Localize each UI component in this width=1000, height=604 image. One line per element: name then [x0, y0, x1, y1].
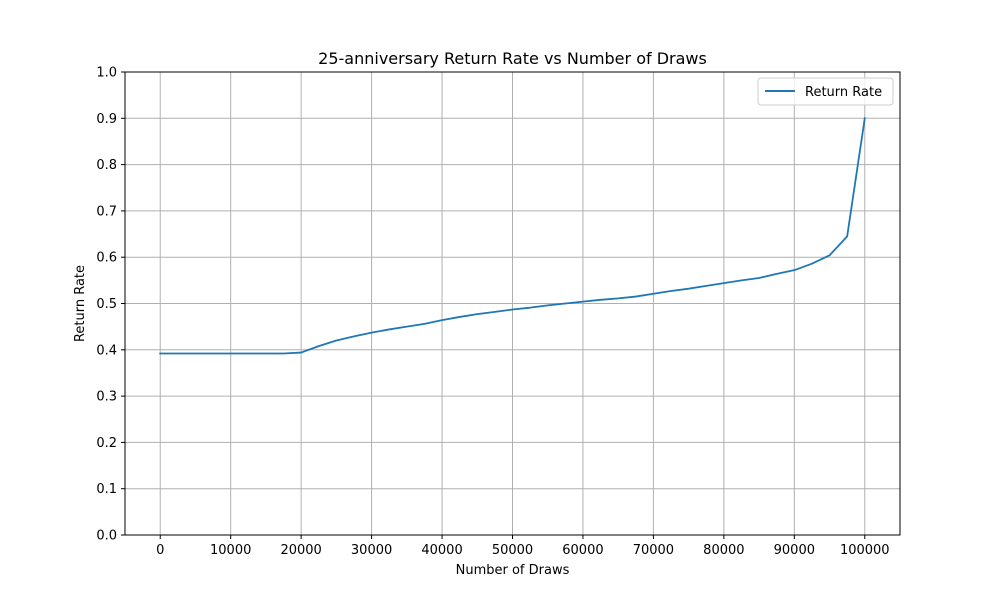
x-tick-label: 90000 [774, 543, 815, 558]
y-tick-label: 0.1 [96, 482, 117, 497]
legend-box [757, 77, 894, 106]
y-tick-label: 0.2 [96, 436, 117, 451]
y-tick-label: 0.0 [96, 529, 117, 544]
series-line-return-rate [159, 117, 866, 355]
x-tick-label: 20000 [280, 543, 321, 558]
legend-label: Return Rate [805, 85, 882, 100]
x-tick-label: 80000 [703, 543, 744, 558]
y-axis-label: Return Rate [73, 265, 88, 342]
x-tick-label: 30000 [351, 543, 392, 558]
x-axis-label: Number of Draws [456, 563, 570, 578]
x-tick-label: 50000 [492, 543, 533, 558]
y-tick-label: 0.9 [96, 112, 117, 127]
x-tick-label: 60000 [562, 543, 603, 558]
y-tick-label: 0.8 [96, 158, 117, 173]
y-tick-label: 0.6 [96, 251, 117, 266]
y-tick-label: 1.0 [96, 66, 117, 81]
series-layer [159, 117, 866, 355]
y-tick-label: 0.4 [96, 343, 117, 358]
y-axis-ticks: 0.0 0.1 0.2 0.3 0.4 0.5 0.6 0.7 0.8 0.9 1.0 [96, 66, 125, 544]
x-tick-label: 0 [156, 543, 164, 558]
y-tick-label: 0.5 [96, 297, 117, 312]
y-tick-label: 0.7 [96, 204, 117, 219]
x-axis-ticks: 0 10000 20000 30000 40000 50000 60000 70000 8000… [156, 535, 890, 558]
x-tick-label: 40000 [421, 543, 462, 558]
x-tick-label: 70000 [633, 543, 674, 558]
y-tick-label: 0.3 [96, 390, 117, 405]
chart-title: 25-anniversary Return Rate vs Number of … [318, 49, 707, 68]
legend: Return Rate [757, 77, 894, 106]
x-tick-label: 10000 [210, 543, 251, 558]
x-tick-label: 100000 [840, 543, 890, 558]
